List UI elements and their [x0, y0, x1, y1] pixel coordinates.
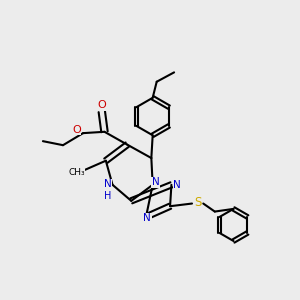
Text: N: N — [152, 177, 160, 187]
Text: CH₃: CH₃ — [68, 168, 85, 177]
Text: N: N — [104, 179, 112, 189]
Text: H: H — [104, 191, 111, 201]
Text: O: O — [72, 125, 81, 135]
Text: N: N — [173, 180, 181, 190]
Text: O: O — [98, 100, 106, 110]
Text: N: N — [143, 213, 151, 223]
Text: S: S — [194, 196, 202, 209]
